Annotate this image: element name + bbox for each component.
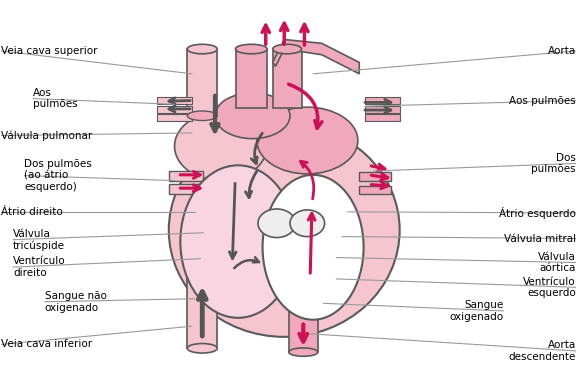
Text: Sangue
oxigenado: Sangue oxigenado <box>450 300 503 322</box>
Text: Aos
pulmões: Aos pulmões <box>33 88 78 109</box>
Text: Aos pulmões: Aos pulmões <box>509 96 576 106</box>
Text: Átrio esquerdo: Átrio esquerdo <box>499 207 576 219</box>
Text: Ventrículo
esquerdo: Ventrículo esquerdo <box>523 276 576 298</box>
Bar <box>359 172 391 180</box>
Ellipse shape <box>215 93 290 139</box>
Ellipse shape <box>187 44 218 54</box>
Ellipse shape <box>289 348 318 356</box>
Bar <box>289 265 318 352</box>
Text: Veia cava inferior: Veia cava inferior <box>1 339 93 349</box>
Bar <box>187 49 218 116</box>
Bar <box>157 106 192 113</box>
Text: Aorta: Aorta <box>548 46 576 56</box>
Text: Átrio direito: Átrio direito <box>1 207 63 217</box>
Ellipse shape <box>257 107 358 174</box>
Text: Aorta
descendente: Aorta descendente <box>508 340 576 362</box>
Bar <box>365 114 400 121</box>
Bar <box>273 49 302 108</box>
Bar <box>169 171 204 180</box>
Ellipse shape <box>235 44 267 54</box>
Text: Válvula mitral: Válvula mitral <box>503 233 576 243</box>
Text: Veia cava superior: Veia cava superior <box>1 46 98 56</box>
Ellipse shape <box>263 175 364 320</box>
Ellipse shape <box>273 44 302 54</box>
Ellipse shape <box>169 123 400 337</box>
Bar <box>365 98 400 104</box>
Text: Dos pulmões
(ao átrio
esquerdo): Dos pulmões (ao átrio esquerdo) <box>24 159 92 192</box>
Text: Válvula pulmonar: Válvula pulmonar <box>1 130 93 141</box>
Ellipse shape <box>187 111 218 121</box>
Text: Ventrículo
direito: Ventrículo direito <box>13 256 66 278</box>
Bar <box>187 265 218 348</box>
Bar <box>235 49 267 108</box>
Text: Válvula
tricúspide: Válvula tricúspide <box>13 228 65 251</box>
Bar <box>157 98 192 104</box>
Bar <box>169 184 204 194</box>
Ellipse shape <box>180 166 296 318</box>
Bar <box>359 185 391 194</box>
Ellipse shape <box>187 344 218 353</box>
Ellipse shape <box>290 210 325 237</box>
Text: Sangue não
oxigenado: Sangue não oxigenado <box>45 291 107 313</box>
Polygon shape <box>273 40 359 74</box>
Bar <box>157 114 192 121</box>
Ellipse shape <box>258 209 295 238</box>
Text: Dos
pulmões: Dos pulmões <box>531 152 576 174</box>
Text: Válvula
aórtica: Válvula aórtica <box>538 252 576 273</box>
Ellipse shape <box>175 112 267 180</box>
Bar <box>365 106 400 113</box>
